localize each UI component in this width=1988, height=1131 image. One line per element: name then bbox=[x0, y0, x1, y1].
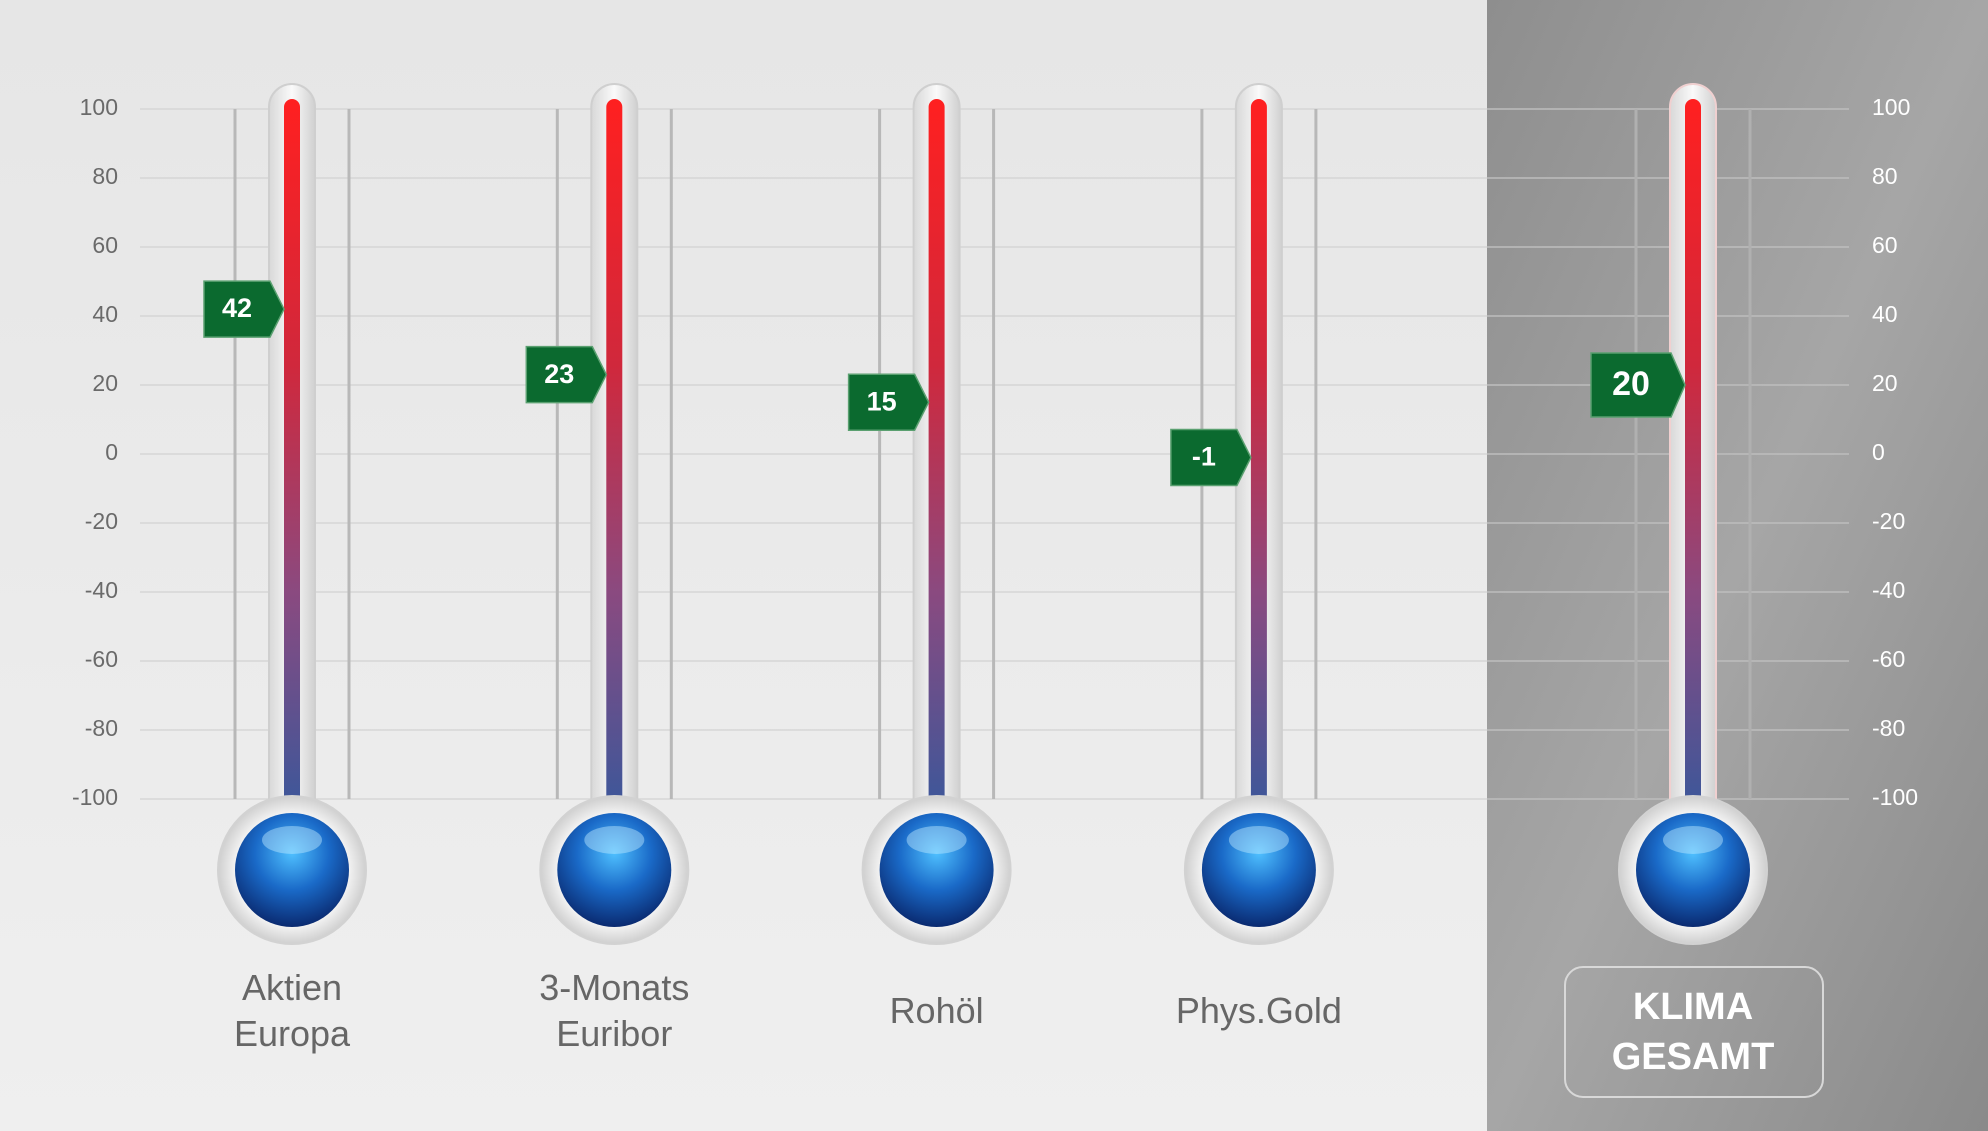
data-label: 42 bbox=[222, 293, 252, 323]
y-tick-label: -20 bbox=[1872, 508, 1905, 534]
category-label: Aktien Europa bbox=[233, 967, 351, 1054]
marker-shape bbox=[203, 280, 285, 338]
tube-fill bbox=[1250, 99, 1267, 859]
tube-fill bbox=[284, 99, 300, 859]
y-tick-label: 80 bbox=[92, 163, 118, 189]
marker-shape bbox=[1170, 428, 1252, 487]
y-tick-label: -80 bbox=[85, 715, 118, 741]
value-marker: 20 bbox=[1590, 352, 1686, 418]
y-tick-label: -20 bbox=[85, 508, 118, 534]
y-tick-label: -100 bbox=[72, 784, 118, 810]
y-tick-label: 40 bbox=[92, 301, 118, 327]
data-label: 15 bbox=[867, 386, 897, 416]
category-label: Rohöl bbox=[889, 990, 984, 1031]
bulb bbox=[1201, 813, 1316, 927]
marker-shape bbox=[525, 345, 608, 404]
y-tick-label: -60 bbox=[85, 646, 118, 672]
bulb bbox=[879, 813, 994, 927]
tube-fill bbox=[606, 99, 623, 859]
y-tick-label: -60 bbox=[1872, 646, 1905, 672]
data-label: 23 bbox=[544, 359, 574, 389]
bulb bbox=[235, 813, 349, 927]
y-tick-label: 0 bbox=[105, 439, 118, 465]
y-tick-label: -40 bbox=[85, 577, 118, 603]
y-tick-label: 60 bbox=[1872, 232, 1898, 258]
y-tick-label: -80 bbox=[1872, 715, 1905, 741]
data-label: 20 bbox=[1612, 365, 1650, 403]
category-label: KLIMA GESAMT bbox=[1611, 986, 1775, 1078]
tube-fill bbox=[1685, 99, 1701, 859]
y-tick-label: 20 bbox=[1872, 370, 1898, 396]
category-label: Phys.Gold bbox=[1175, 990, 1342, 1031]
bulb-shine bbox=[584, 826, 645, 854]
marker-shape bbox=[1590, 352, 1686, 418]
y-tick-label: 40 bbox=[1872, 301, 1898, 327]
tube-fill bbox=[928, 99, 945, 859]
bulb bbox=[557, 813, 672, 927]
y-tick-label: 60 bbox=[92, 232, 118, 258]
bulb bbox=[1636, 813, 1750, 927]
y-tick-label: 80 bbox=[1872, 163, 1898, 189]
category-label: 3-Monats Euribor bbox=[539, 967, 690, 1054]
y-tick-label: -40 bbox=[1872, 577, 1905, 603]
y-tick-label: 0 bbox=[1872, 439, 1885, 465]
value-marker: -1 bbox=[1170, 428, 1252, 487]
bulb-shine bbox=[906, 826, 967, 854]
bulb-shine bbox=[262, 826, 322, 854]
y-tick-label: 100 bbox=[1872, 94, 1910, 120]
marker-shape bbox=[847, 373, 930, 431]
bulb-shine bbox=[1228, 826, 1289, 854]
data-label: -1 bbox=[1192, 442, 1216, 472]
value-marker: 15 bbox=[847, 373, 930, 431]
y-tick-label: -100 bbox=[1872, 784, 1918, 810]
value-marker: 42 bbox=[203, 280, 285, 338]
label-frame bbox=[1564, 966, 1824, 1098]
y-tick-label: 20 bbox=[92, 370, 118, 396]
value-marker: 23 bbox=[525, 345, 608, 404]
bulb-shine bbox=[1663, 826, 1723, 854]
panel-highlight bbox=[1487, 0, 1988, 1131]
y-tick-label: 100 bbox=[80, 94, 118, 120]
